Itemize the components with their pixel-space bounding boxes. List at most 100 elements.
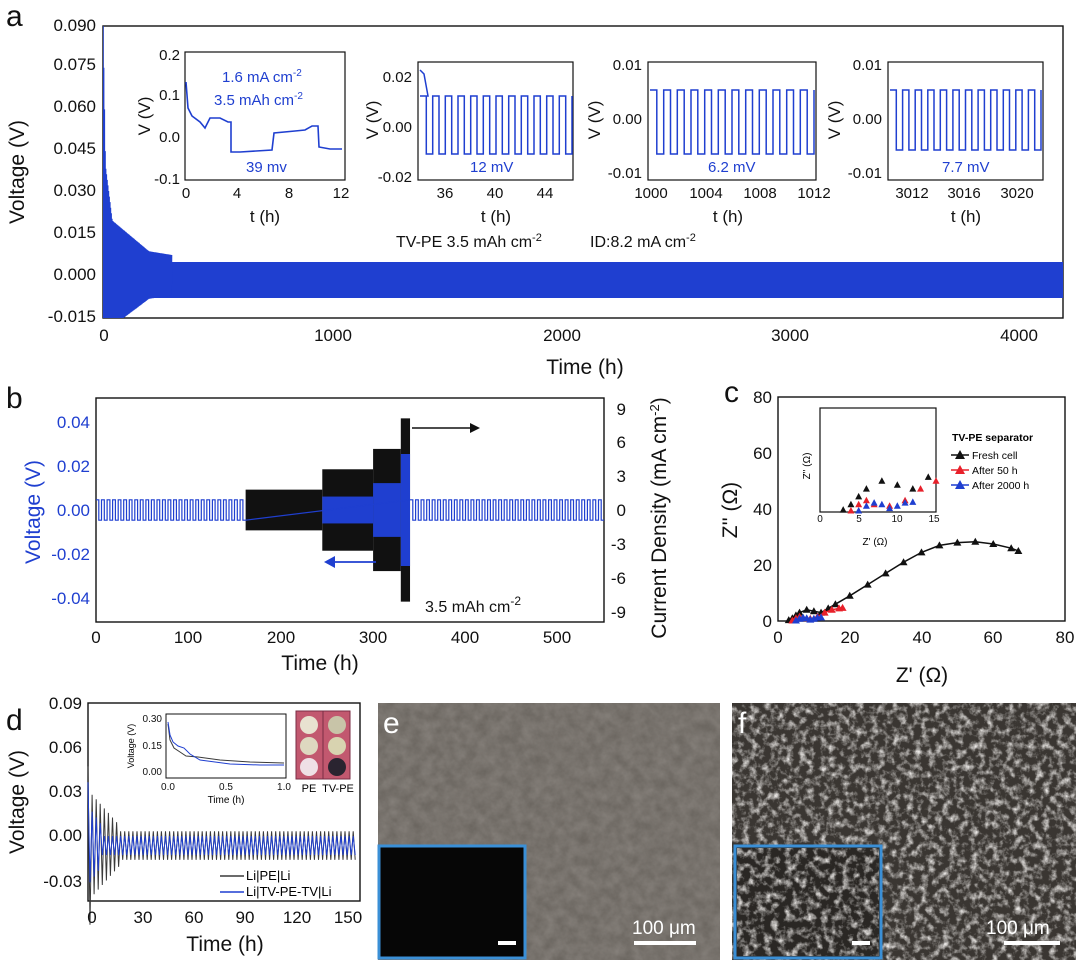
inset-a2: 0.02 0.00 -0.02 36 40 44 t (h) V (V) 12 … xyxy=(363,61,574,226)
y-tick-label: 0.00 xyxy=(383,119,412,136)
pe-disc xyxy=(300,716,318,734)
x-tick-label: 0.0 xyxy=(161,782,175,793)
y-axis-label: V (V) xyxy=(135,97,154,136)
li-tvpe-trace xyxy=(87,782,356,883)
sem-inset-e xyxy=(377,844,527,960)
y-tick-label: 0.15 xyxy=(143,741,163,752)
early-cycle-spikes xyxy=(103,26,173,318)
inset-nyquist-point xyxy=(847,500,855,508)
x-tick-labels-c: 0 20 40 60 80 xyxy=(773,628,1074,647)
tvpe-disc xyxy=(328,716,346,734)
panel-b: b 0.04 0.02 0.00 -0.02 -0.04 9 6 3 0 -3 … xyxy=(6,382,671,675)
y-tick-label: 0.015 xyxy=(53,223,96,242)
x-tick-labels-d: 0 30 60 90 120 150 xyxy=(87,908,362,927)
legend-label: Li|TV-PE-TV|Li xyxy=(246,884,332,899)
x-tick-label: 40 xyxy=(913,628,932,647)
y-tick-label: 0.030 xyxy=(53,181,96,200)
x-axis-label-c: Z' (Ω) xyxy=(896,664,948,687)
x-tick-label: 90 xyxy=(236,908,255,927)
scale-label-e: 100 μm xyxy=(632,918,696,939)
x-axis-label: t (h) xyxy=(713,207,743,226)
y-axis-label-d: Voltage (V) xyxy=(6,750,29,854)
y-right-tick-label: 0 xyxy=(617,501,626,520)
plot-frame-c xyxy=(777,396,1066,622)
nyquist-point xyxy=(917,548,926,556)
y-axis-label: Voltage (V) xyxy=(126,724,136,769)
x-tick-label: 0 xyxy=(91,628,100,647)
y-tick-label: 0.000 xyxy=(53,265,96,284)
voltage-square-wave xyxy=(96,499,604,521)
panel-e: e 100 μm xyxy=(377,703,720,960)
nyquist-point xyxy=(881,569,890,577)
x-tick-label: 1000 xyxy=(634,185,667,202)
inset-nyquist-point xyxy=(932,477,940,484)
nyquist-point xyxy=(831,600,840,608)
nyquist-points xyxy=(784,537,1023,624)
legend-c: TV-PE separator Fresh cell After 50 h Af… xyxy=(951,432,1033,492)
inset-nyquist-point xyxy=(870,499,878,506)
pe-disc xyxy=(300,758,318,776)
inset-scale-bar xyxy=(852,941,870,945)
x-tick-label: 1008 xyxy=(743,185,776,202)
inset-label: 12 mV xyxy=(470,159,513,176)
y-tick-label: 0.30 xyxy=(143,714,163,725)
y-tick-label: 0.0 xyxy=(159,129,180,146)
y-tick-label: -0.02 xyxy=(378,169,412,186)
inset-nyquist-point xyxy=(924,473,932,480)
x-tick-label: 200 xyxy=(267,628,295,647)
arrow-right-axis xyxy=(412,423,480,433)
inset-a1: 0.2 0.1 0.0 -0.1 0 4 8 12 t (h) V (V) 1.… xyxy=(135,47,349,226)
x-axis-label: Time (h) xyxy=(208,795,245,806)
y-tick-label: 0.02 xyxy=(383,69,412,86)
legend-label: After 2000 h xyxy=(972,480,1029,492)
x-tick-label: 5 xyxy=(856,514,862,525)
y-axis-label: V (V) xyxy=(363,101,382,140)
inset-frame xyxy=(165,713,287,779)
legend-d: Li|PE|Li Li|TV-PE-TV|Li xyxy=(220,868,332,899)
scale-bar-f xyxy=(1004,941,1060,945)
x-axis-label: Z' (Ω) xyxy=(863,537,888,548)
inset-nyquist-point xyxy=(901,499,909,506)
inset-nyquist-point xyxy=(839,506,847,513)
y-tick-label: 0.01 xyxy=(853,57,882,74)
x-tick-label: 0.5 xyxy=(219,782,233,793)
y-tick-label: 0 xyxy=(763,612,772,631)
y-tick-label: -0.015 xyxy=(48,307,96,326)
y-tick-label: -0.01 xyxy=(608,165,642,182)
tvpe-disc xyxy=(328,737,346,755)
x-axis-label-b: Time (h) xyxy=(281,652,358,675)
voltage-curve xyxy=(650,89,815,155)
x-tick-label: 20 xyxy=(841,628,860,647)
inset-d: 0.30 0.15 0.00 0.0 0.5 1.0 Time (h) Volt… xyxy=(126,713,291,806)
y-axis-label: V (V) xyxy=(825,101,844,140)
inset-a4: 0.01 0.00 -0.01 3012 3016 3020 t (h) V (… xyxy=(825,57,1044,226)
y-tick-labels-d: 0.09 0.06 0.03 0.00 -0.03 xyxy=(43,694,82,891)
y-tick-label: 0.045 xyxy=(53,139,96,158)
inset-label: 1.6 mA cm-2 xyxy=(222,68,302,86)
x-tick-label: 3020 xyxy=(1000,185,1033,202)
inset-a3: 0.01 0.00 -0.01 1000 1004 1008 1012 t (h… xyxy=(585,57,831,226)
x-tick-label: 0 xyxy=(182,185,190,202)
y-axis-label: V (V) xyxy=(585,101,604,140)
y-right-tick-label: -3 xyxy=(611,535,626,554)
nyquist-line xyxy=(788,541,1019,621)
right-tick-labels-b: 9 6 3 0 -3 -6 -9 xyxy=(611,400,626,622)
voltage-trace-a xyxy=(103,26,1063,318)
x-axis-label-a: Time (h) xyxy=(546,356,623,379)
inset-nyquist-point xyxy=(893,502,901,509)
sem-inset-texture-f xyxy=(737,848,879,956)
nyquist-point xyxy=(795,608,804,616)
nyquist-point xyxy=(935,541,944,549)
legend-item-fresh: Fresh cell xyxy=(951,450,1018,462)
x-tick-label: 400 xyxy=(451,628,479,647)
x-tick-label: 0 xyxy=(99,326,108,345)
panel-label-b: b xyxy=(6,382,23,415)
y-tick-label: 40 xyxy=(753,500,772,519)
inset-nyquist-point xyxy=(862,502,870,509)
inset-nyquist-point xyxy=(893,481,901,488)
x-tick-label: 4000 xyxy=(1000,326,1038,345)
x-tick-label: 1000 xyxy=(314,326,352,345)
photo-label-tvpe: TV-PE xyxy=(322,783,354,795)
x-tick-label: 0 xyxy=(817,514,823,525)
x-tick-label: 0 xyxy=(87,908,96,927)
